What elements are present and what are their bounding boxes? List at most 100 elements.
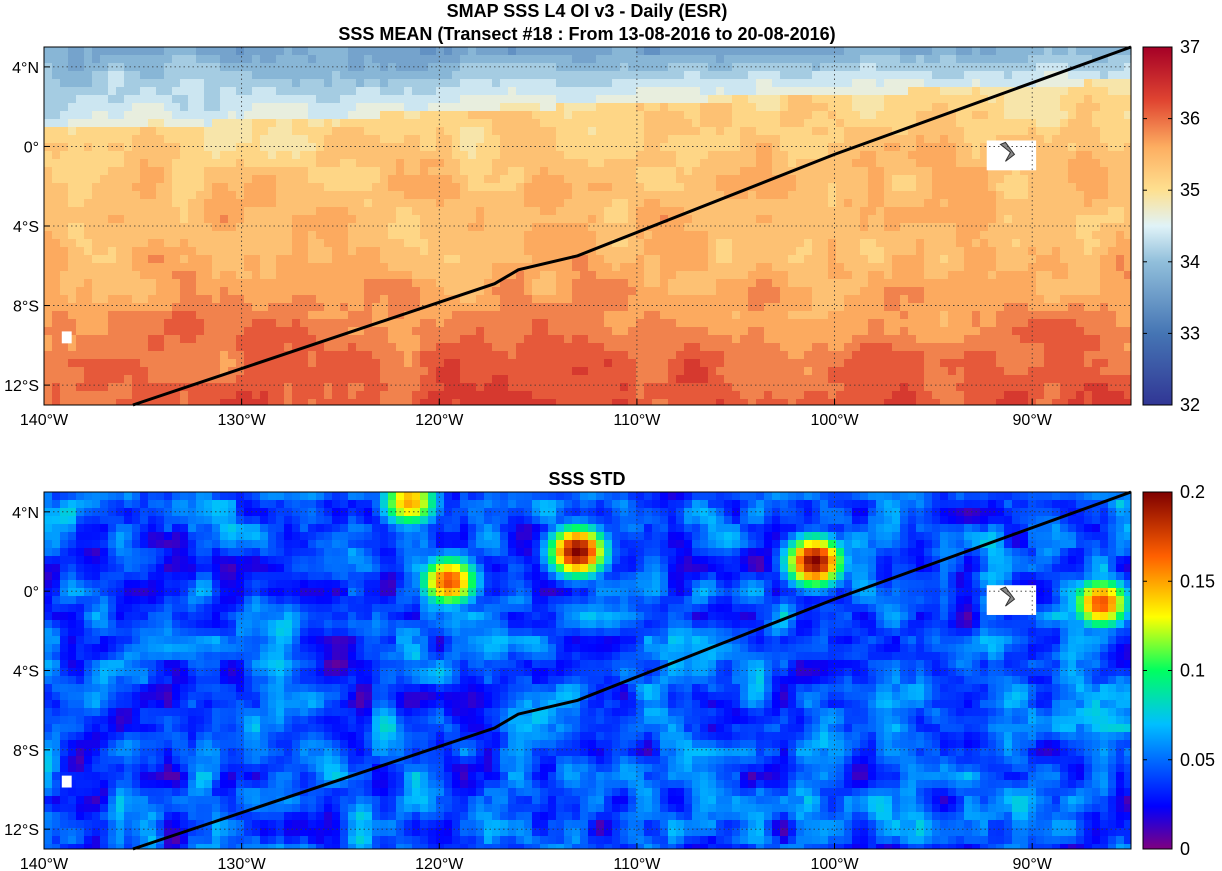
mean-field-cell	[1012, 79, 1021, 88]
mean-field-cell	[948, 135, 957, 144]
mean-field-cell	[276, 47, 285, 56]
mean-field-cell	[52, 151, 61, 160]
mean-field-cell	[884, 311, 893, 320]
mean-field-cell	[452, 143, 461, 152]
mean-field-cell	[484, 311, 493, 320]
mean-field-cell	[540, 231, 549, 240]
mean-field-cell	[820, 231, 829, 240]
mean-field-cell	[124, 111, 133, 120]
mean-field-cell	[188, 223, 197, 232]
mean-field-cell	[180, 119, 189, 128]
mean-field-cell	[84, 87, 93, 96]
mean-field-cell	[836, 87, 845, 96]
mean-field-cell	[700, 191, 709, 200]
mean-field-cell	[100, 127, 109, 136]
mean-field-cell	[444, 87, 453, 96]
mean-field-cell	[1012, 311, 1021, 320]
mean-field-cell	[460, 71, 469, 80]
mean-field-cell	[588, 127, 597, 136]
mean-field-cell	[372, 223, 381, 232]
mean-field-cell	[1076, 119, 1085, 128]
mean-field-cell	[540, 63, 549, 72]
mean-field-cell	[724, 279, 733, 288]
mean-field-cell	[292, 175, 301, 184]
mean-field-cell	[772, 295, 781, 304]
mean-field-cell	[476, 71, 485, 80]
mean-field-cell	[652, 255, 661, 264]
mean-field-cell	[228, 175, 237, 184]
mean-field-cell	[892, 287, 901, 296]
mean-field-cell	[1100, 183, 1109, 192]
mean-field-cell	[716, 119, 725, 128]
mean-field-cell	[908, 135, 917, 144]
mean-field-cell	[1100, 279, 1109, 288]
mean-field-cell	[44, 311, 53, 320]
mean-field-cell	[724, 327, 733, 336]
mean-field-cell	[916, 159, 925, 168]
mean-field-cell	[596, 247, 605, 256]
mean-field-cell	[820, 119, 829, 128]
mean-field-cell	[252, 103, 261, 112]
mean-field-cell	[428, 223, 437, 232]
mean-field-cell	[380, 263, 389, 272]
mean-field-cell	[588, 159, 597, 168]
mean-field-cell	[444, 55, 453, 64]
mean-field-cell	[348, 231, 357, 240]
mean-field-cell	[412, 207, 421, 216]
mean-field-cell	[644, 271, 653, 280]
mean-field-cell	[420, 295, 429, 304]
mean-field-cell	[540, 215, 549, 224]
mean-field-cell	[748, 103, 757, 112]
mean-field-cell	[380, 135, 389, 144]
mean-field-cell	[652, 327, 661, 336]
mean-field-cell	[260, 215, 269, 224]
mean-field-cell	[884, 151, 893, 160]
mean-field-cell	[532, 247, 541, 256]
mean-field-cell	[1060, 47, 1069, 56]
mean-field-cell	[772, 215, 781, 224]
mean-field-cell	[1108, 151, 1117, 160]
mean-field-cell	[52, 183, 61, 192]
mean-field-cell	[1052, 215, 1061, 224]
mean-field-cell	[100, 199, 109, 208]
mean-field-cell	[468, 87, 477, 96]
mean-field-cell	[1124, 215, 1131, 224]
mean-field-cell	[300, 55, 309, 64]
mean-field-cell	[100, 55, 109, 64]
mean-field-cell	[236, 271, 245, 280]
mean-field-cell	[60, 143, 69, 152]
mean-field-cell	[844, 271, 853, 280]
mean-field-cell	[636, 119, 645, 128]
mean-field-cell	[980, 87, 989, 96]
mean-field-cell	[268, 271, 277, 280]
mean-field-cell	[356, 319, 365, 328]
mean-field-cell	[884, 215, 893, 224]
mean-field-cell	[628, 143, 637, 152]
mean-field-cell	[180, 319, 189, 328]
mean-field-cell	[540, 255, 549, 264]
mean-field-cell	[348, 167, 357, 176]
mean-field-cell	[932, 271, 941, 280]
mean-field-cell	[1044, 47, 1053, 56]
mean-field-cell	[236, 287, 245, 296]
mean-field-cell	[580, 335, 589, 344]
mean-field-cell	[284, 159, 293, 168]
mean-field-cell	[220, 191, 229, 200]
mean-field-cell	[300, 151, 309, 160]
mean-field-cell	[900, 183, 909, 192]
mean-field-cell	[884, 87, 893, 96]
mean-field-cell	[148, 103, 157, 112]
mean-field-cell	[756, 111, 765, 120]
mean-field-cell	[956, 151, 965, 160]
mean-field-cell	[444, 143, 453, 152]
mean-field-cell	[556, 143, 565, 152]
mean-field-cell	[116, 159, 125, 168]
mean-field-cell	[260, 287, 269, 296]
mean-field-cell	[652, 87, 661, 96]
mean-field-cell	[692, 55, 701, 64]
mean-field-cell	[396, 295, 405, 304]
mean-field-cell	[860, 199, 869, 208]
mean-field-cell	[596, 215, 605, 224]
mean-field-cell	[828, 215, 837, 224]
mean-field-cell	[612, 135, 621, 144]
